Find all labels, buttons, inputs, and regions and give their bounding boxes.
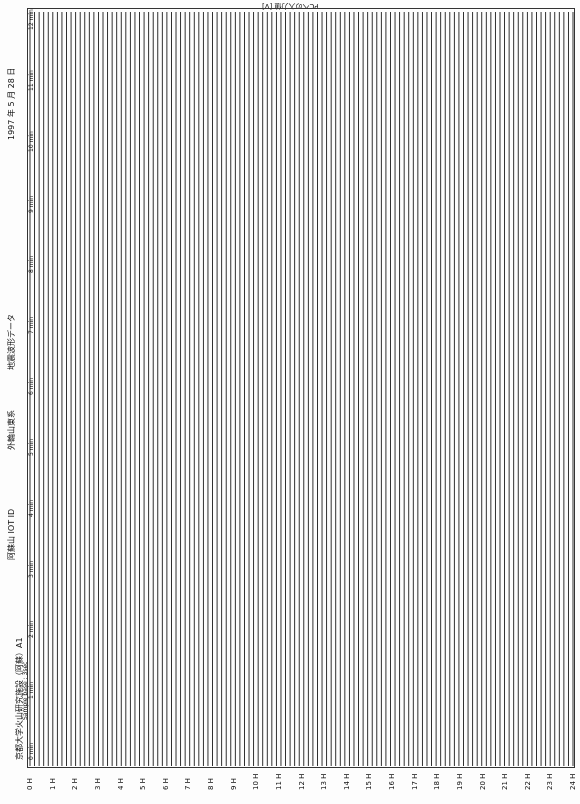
- minute-tick-label: 4 min: [28, 499, 35, 517]
- hour-tick-label: 13 H: [320, 773, 329, 790]
- hour-tick-label: 16 H: [388, 773, 396, 790]
- trace-frame: [27, 8, 575, 768]
- hour-tick-label: 7 H: [184, 778, 193, 790]
- hour-tick-label: 17 H: [410, 773, 419, 790]
- hour-tick-label: 0 H: [26, 778, 34, 790]
- minute-tick-label: 2 min: [28, 621, 35, 639]
- hour-tick-label: 22 H: [523, 773, 532, 790]
- hour-tick-label: 23 H: [546, 773, 555, 790]
- hour-tick-label: 21 H: [501, 773, 510, 790]
- hour-tick-label: 5 H: [139, 778, 148, 790]
- hour-tick-label: 3 H: [93, 778, 102, 790]
- minute-tick-label: 11 min: [28, 69, 35, 91]
- hour-tick-label: 20 H: [478, 773, 487, 790]
- hour-tick-label: 18 H: [433, 773, 442, 790]
- minute-tick-label: 12 min: [28, 9, 35, 30]
- hour-tick-label: 11 H: [274, 773, 283, 790]
- hour-tick-label: 2 H: [71, 778, 80, 790]
- hour-tick-label: 12 H: [297, 773, 306, 790]
- minute-tick-label: 3 min: [28, 560, 35, 578]
- hour-tick-label: 19 H: [455, 773, 464, 790]
- minute-tick-label: 9 min: [28, 195, 35, 213]
- minute-tick-label: 8 min: [28, 256, 35, 274]
- hour-tick-label: 15 H: [365, 773, 374, 790]
- hour-tick-label: 8 H: [207, 778, 215, 790]
- minute-tick-label: 0 min: [28, 742, 35, 760]
- hour-tick-label: 9 H: [229, 778, 238, 790]
- hour-tick-label: 4 H: [116, 778, 125, 790]
- minute-tick-label: 1 min: [28, 682, 35, 700]
- hour-tick-label: 24 H: [569, 773, 577, 790]
- minute-tick-label: 10 min: [28, 130, 35, 152]
- hour-tick-label: 10 H: [252, 773, 261, 790]
- minute-tick-label: 5 min: [28, 438, 35, 456]
- minute-tick-label: 6 min: [28, 377, 35, 395]
- minute-tick-label: 7 min: [28, 317, 35, 335]
- hour-tick-label: 1 H: [48, 778, 57, 790]
- hour-tick-label: 6 H: [161, 778, 170, 790]
- hour-tick-label: 14 H: [342, 773, 351, 790]
